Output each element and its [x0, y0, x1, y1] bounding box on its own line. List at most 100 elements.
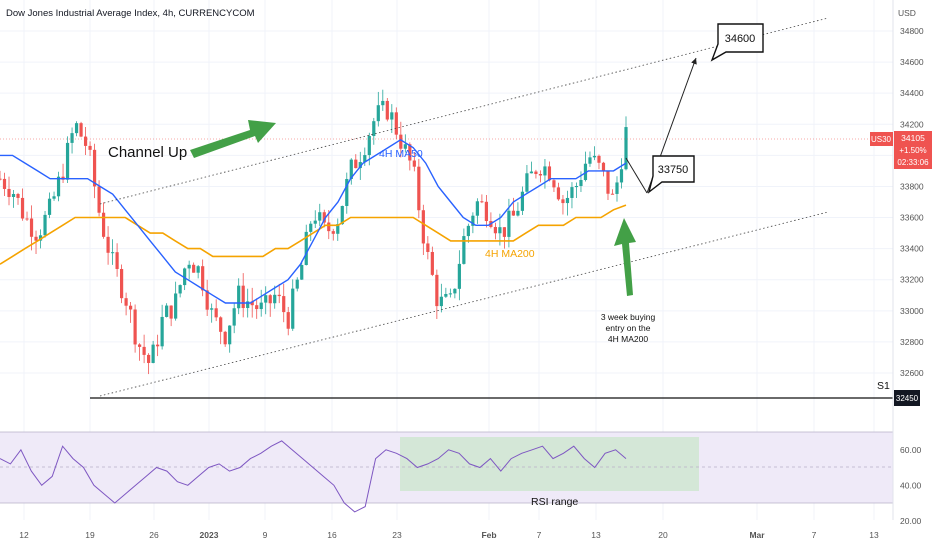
candle-body	[349, 159, 353, 179]
ma50-line	[0, 138, 627, 304]
x-tick-label: Feb	[481, 530, 496, 540]
buy-note-line-1: 3 week buying	[601, 312, 656, 322]
last-price-text: 34105	[901, 133, 925, 143]
candle-body	[543, 166, 547, 176]
candle-body	[83, 136, 88, 146]
candle-body	[201, 266, 205, 291]
support-value-text: 32450	[896, 394, 919, 403]
candle-body	[345, 178, 349, 206]
candle-body	[525, 173, 529, 192]
candle-body	[327, 222, 331, 232]
candle-body	[264, 295, 268, 303]
candle-body	[547, 166, 552, 181]
candle-body	[493, 226, 497, 234]
channel-up-label: Channel Up	[108, 144, 187, 161]
candle-body	[331, 231, 335, 234]
candle-body	[471, 215, 475, 226]
candle-body	[475, 201, 479, 216]
candle-body	[255, 305, 259, 310]
candle-body	[318, 212, 322, 221]
candle-body	[110, 252, 115, 254]
candle-body	[601, 162, 606, 171]
candle-body	[457, 263, 461, 289]
candle-body	[34, 236, 38, 241]
candle-body	[97, 186, 101, 213]
x-tick-label: 9	[263, 530, 268, 540]
candle-body	[187, 264, 191, 269]
y-tick-label: 33000	[900, 306, 924, 316]
candle-body	[241, 285, 245, 309]
y-tick-label: 33200	[900, 275, 924, 285]
rsi-line	[0, 440, 627, 513]
candle-body	[259, 302, 263, 310]
channel-upper-line	[99, 17, 829, 205]
channel-lower-line	[99, 211, 829, 397]
candle-body	[268, 295, 272, 304]
y-tick-label: 32600	[900, 368, 924, 378]
target-high-label: 34600	[725, 33, 756, 45]
candle-body	[115, 252, 119, 269]
candle-body	[101, 212, 106, 237]
x-tick-label: Mar	[749, 530, 765, 540]
chart-title: Dow Jones Industrial Average Index, 4h, …	[6, 8, 255, 19]
candle-body	[462, 236, 466, 264]
candle-body	[534, 171, 538, 174]
candle-body	[390, 112, 394, 120]
projection-arrow-down	[625, 157, 648, 194]
candle-body	[444, 293, 448, 297]
candle-body	[579, 180, 583, 186]
candle-body	[277, 294, 281, 297]
candle-body	[133, 309, 137, 345]
candle-body	[412, 160, 416, 167]
x-tick-label: 7	[812, 530, 817, 540]
candle-body	[183, 268, 187, 286]
candle-body	[16, 193, 20, 198]
candle-body	[7, 188, 11, 197]
candle-body	[520, 191, 525, 211]
candle-body	[196, 266, 200, 273]
candle-body	[228, 325, 232, 345]
candle-body	[52, 196, 56, 199]
candle-body	[47, 198, 52, 215]
rsi-tick-label: 20.00	[900, 516, 922, 526]
rsi-range-label: RSI range	[531, 496, 578, 508]
candle-body	[300, 265, 304, 280]
candle-body	[295, 279, 299, 289]
candle-body	[169, 305, 173, 319]
y-tick-label: 33400	[900, 244, 924, 254]
rsi-tick-label: 40.00	[900, 480, 922, 490]
x-tick-label: 2023	[200, 530, 219, 540]
candle-body	[20, 197, 25, 219]
support-value-badge	[894, 390, 920, 406]
candle-body	[192, 264, 196, 273]
rsi-range-box	[400, 437, 699, 491]
candle-body	[304, 231, 308, 266]
candle-body	[394, 112, 398, 135]
candle-body	[232, 308, 236, 326]
candle-body	[480, 201, 484, 203]
candle-body	[88, 145, 92, 150]
candle-body	[219, 317, 223, 332]
candle-body	[70, 133, 74, 143]
rsi-tick-label: 60.00	[900, 445, 922, 455]
ma50-label: 4H MA50	[379, 148, 423, 160]
candle-body	[56, 176, 61, 197]
candle-body	[588, 157, 592, 164]
candle-body	[119, 268, 124, 299]
candle-body	[619, 169, 624, 183]
candle-body	[138, 344, 142, 347]
time-axis-ticks: 12 19 26 2023 9 16 23 Feb 7 13 20 Mar 7 13	[19, 530, 879, 540]
candle-body	[615, 182, 619, 194]
candle-body	[372, 121, 376, 137]
candle-body	[165, 305, 169, 317]
ma200-green-arrow	[614, 218, 636, 296]
candle-body	[282, 296, 286, 313]
candle-body	[237, 285, 241, 309]
ma200-label: 4H MA200	[485, 248, 535, 260]
candle-body	[421, 210, 425, 244]
candle-body	[610, 193, 615, 195]
y-tick-label: 33600	[900, 213, 924, 223]
candle-body	[439, 296, 443, 307]
candle-body	[0, 178, 2, 180]
channel-green-arrow	[190, 120, 276, 158]
